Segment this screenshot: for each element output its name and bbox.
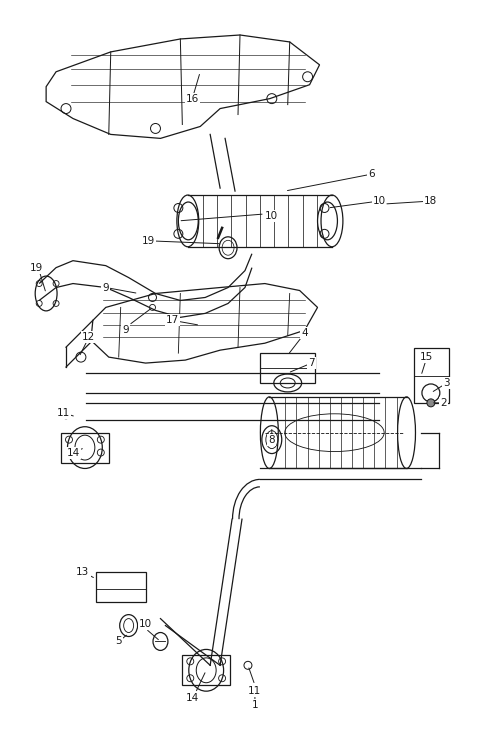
Text: 19: 19 <box>30 263 43 273</box>
Text: 14: 14 <box>66 448 80 458</box>
Text: 18: 18 <box>424 196 437 206</box>
Text: 11: 11 <box>248 686 262 696</box>
Text: 7: 7 <box>308 358 315 368</box>
Text: 13: 13 <box>76 567 90 577</box>
Text: 19: 19 <box>142 236 155 246</box>
Text: 12: 12 <box>82 332 96 342</box>
Text: 2: 2 <box>441 398 447 408</box>
Text: 9: 9 <box>102 282 109 292</box>
Text: 10: 10 <box>139 618 152 629</box>
Text: 11: 11 <box>57 408 70 418</box>
Text: 16: 16 <box>186 94 199 103</box>
Text: 8: 8 <box>268 435 275 445</box>
Text: 9: 9 <box>122 325 129 335</box>
Text: 17: 17 <box>166 316 179 325</box>
Text: 14: 14 <box>186 693 199 703</box>
Text: 10: 10 <box>265 211 278 221</box>
Text: 3: 3 <box>444 378 450 388</box>
Text: 1: 1 <box>252 700 258 710</box>
Text: 5: 5 <box>115 636 122 646</box>
Text: 15: 15 <box>420 352 433 362</box>
Bar <box>414 348 449 403</box>
Text: 4: 4 <box>301 328 308 338</box>
Text: 6: 6 <box>368 169 374 179</box>
Text: 10: 10 <box>372 196 386 206</box>
Ellipse shape <box>427 399 435 407</box>
